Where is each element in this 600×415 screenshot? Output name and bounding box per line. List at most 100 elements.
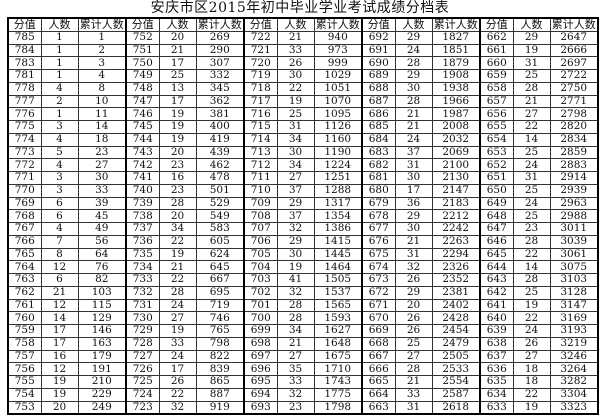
count-cell: 18 — [512, 362, 551, 376]
cumulative-cell: 3282 — [549, 375, 599, 389]
score-cell: 648 — [479, 209, 514, 223]
score-cell: 710 — [243, 183, 278, 198]
count-cell: 30 — [394, 171, 433, 185]
score-cell: 640 — [479, 311, 514, 325]
count-cell: 30 — [276, 69, 315, 83]
count-cell: 31 — [394, 158, 433, 172]
count-cell: 31 — [512, 171, 551, 185]
score-cell: 760 — [7, 311, 42, 325]
score-cell: 682 — [361, 158, 396, 172]
count-cell: 7 — [40, 234, 79, 249]
score-cell: 735 — [125, 247, 160, 262]
count-cell: 21 — [158, 43, 197, 58]
count-cell: 32 — [276, 222, 315, 236]
count-cell: 28 — [394, 362, 433, 376]
count-cell: 29 — [394, 209, 433, 223]
table-row: 766 7 56 736 22 605 706 29 1415 676 21 2263 646 28 303… — [7, 234, 599, 249]
score-cell: 677 — [361, 222, 396, 236]
score-cell: 665 — [361, 375, 396, 389]
score-cell: 771 — [7, 171, 42, 185]
cumulative-cell: 1126 — [313, 120, 363, 134]
score-cell: 652 — [479, 158, 514, 172]
count-cell: 4 — [40, 222, 79, 236]
count-cell: 24 — [512, 196, 551, 211]
score-cell: 721 — [243, 43, 278, 58]
cumulative-cell: 11 — [77, 107, 127, 121]
cumulative-cell: 1160 — [313, 132, 363, 147]
cumulative-cell: 1627 — [313, 324, 363, 338]
score-cell: 724 — [125, 387, 160, 402]
count-cell: 13 — [158, 81, 197, 96]
score-cell: 744 — [125, 132, 160, 147]
score-cell: 646 — [479, 234, 514, 249]
count-cell: 22 — [276, 81, 315, 96]
count-cell: 35 — [276, 362, 315, 376]
cumulative-cell: 765 — [195, 324, 245, 338]
cumulative-cell: 14 — [77, 120, 127, 134]
cumulative-cell: 2130 — [431, 171, 481, 185]
count-cell: 23 — [158, 183, 197, 198]
count-cell: 23 — [276, 400, 315, 415]
cumulative-cell: 290 — [195, 43, 245, 58]
score-cell: 647 — [479, 222, 514, 236]
count-cell: 34 — [276, 324, 315, 338]
table-row: 767 4 49 737 34 583 707 32 1386 677 30 2242 647 23 301… — [7, 222, 599, 236]
count-cell: 34 — [276, 132, 315, 147]
score-cell: 748 — [125, 81, 160, 96]
count-cell: 27 — [512, 107, 551, 121]
count-cell: 1 — [40, 30, 79, 45]
score-cell: 708 — [243, 209, 278, 223]
score-cell: 769 — [7, 196, 42, 211]
score-cell: 727 — [125, 349, 160, 364]
cumulative-cell: 501 — [195, 183, 245, 198]
cumulative-cell: 3103 — [549, 273, 599, 287]
table-row: 772 4 27 742 23 462 712 34 1224 682 31 2100 652 24 288… — [7, 158, 599, 172]
count-cell: 17 — [158, 362, 197, 376]
count-cell: 19 — [40, 387, 79, 402]
table-row: 771 3 30 741 16 478 711 27 1251 681 30 2130 651 31 291… — [7, 171, 599, 185]
count-cell: 32 — [276, 387, 315, 402]
score-cell: 635 — [479, 375, 514, 389]
cumulative-cell: 3219 — [549, 336, 599, 351]
score-cell: 643 — [479, 273, 514, 287]
count-cell: 5 — [40, 145, 79, 160]
score-cell: 765 — [7, 247, 42, 262]
table-row: 770 3 33 740 23 501 710 37 1288 680 17 2147 650 25 293… — [7, 183, 599, 198]
count-cell: 37 — [276, 209, 315, 223]
cumulative-cell: 839 — [195, 362, 245, 376]
count-cell: 26 — [394, 324, 433, 338]
count-cell: 2 — [40, 94, 79, 109]
cumulative-cell: 1224 — [313, 158, 363, 172]
count-cell: 24 — [158, 298, 197, 313]
table-row: 768 6 45 738 20 549 708 37 1354 678 29 2212 648 25 298… — [7, 209, 599, 223]
cumulative-cell: 1966 — [431, 94, 481, 109]
score-cell: 751 — [125, 43, 160, 58]
cumulative-cell: 529 — [195, 196, 245, 211]
table-row: 765 8 64 735 19 624 705 30 1445 675 31 2294 645 22 306… — [7, 247, 599, 262]
score-cell: 697 — [243, 349, 278, 364]
score-cell: 753 — [7, 400, 42, 415]
count-cell: 21 — [276, 336, 315, 351]
score-cell: 713 — [243, 145, 278, 160]
score-cell: 785 — [7, 30, 42, 45]
score-cell: 704 — [243, 260, 278, 274]
score-cell: 754 — [7, 387, 42, 402]
score-cell: 742 — [125, 158, 160, 172]
score-cell: 696 — [243, 362, 278, 376]
cumulative-cell: 2697 — [549, 56, 599, 70]
score-cell: 661 — [479, 43, 514, 58]
count-cell: 20 — [158, 145, 197, 160]
score-cell: 716 — [243, 107, 278, 121]
cumulative-cell: 2032 — [431, 132, 481, 147]
count-cell: 37 — [276, 183, 315, 198]
table-row: 776 1 11 746 19 381 716 25 1095 686 21 1987 656 27 279… — [7, 107, 599, 121]
count-cell: 21 — [40, 285, 79, 300]
cumulative-cell: 2750 — [549, 81, 599, 96]
cumulative-cell: 400 — [195, 120, 245, 134]
count-cell: 20 — [158, 209, 197, 223]
count-cell: 19 — [158, 324, 197, 338]
count-cell: 30 — [394, 222, 433, 236]
cumulative-cell: 191 — [77, 362, 127, 376]
count-cell: 19 — [158, 247, 197, 262]
score-cell: 689 — [361, 69, 396, 83]
